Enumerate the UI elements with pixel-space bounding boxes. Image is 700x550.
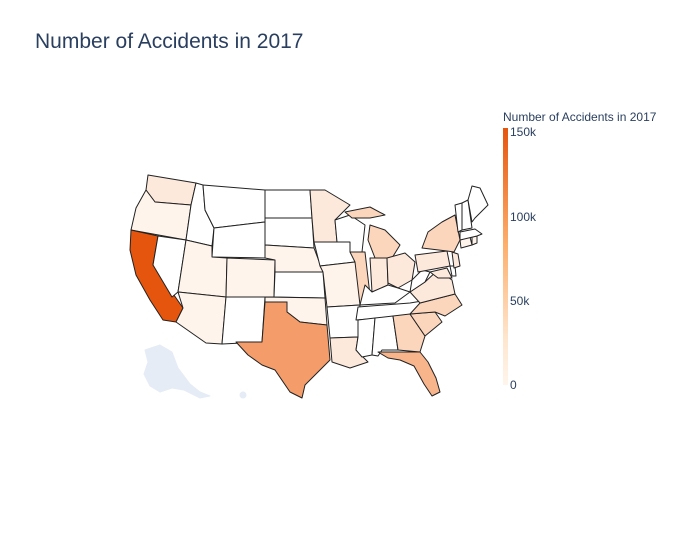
state-nh[interactable] [461,199,473,231]
state-me[interactable] [467,185,489,223]
state-az[interactable] [175,291,227,345]
state-mi-upper[interactable] [344,206,386,219]
state-nv[interactable] [152,235,187,298]
state-mi[interactable] [367,224,401,259]
state-wy[interactable] [211,221,266,259]
colorbar-tick-100k: 100k [510,210,537,224]
state-ks[interactable] [273,271,326,299]
state-nm[interactable] [221,296,266,345]
state-ny[interactable] [421,214,461,253]
state-oh[interactable] [386,252,416,289]
state-hi[interactable] [239,391,247,399]
colorbar-title: Number of Accidents in 2017 [503,110,657,124]
state-mt[interactable] [202,184,266,229]
state-ak[interactable] [143,344,211,399]
state-nd[interactable] [264,189,313,219]
state-co[interactable] [225,257,276,298]
colorbar-gradient [503,128,508,385]
state-md[interactable] [429,267,453,279]
state-ar[interactable] [326,304,361,339]
state-tx[interactable] [235,301,331,399]
state-ga[interactable] [392,313,426,353]
state-ky[interactable] [359,284,411,306]
state-nj[interactable] [451,251,461,269]
state-sd[interactable] [264,217,315,249]
state-ma[interactable] [459,228,483,241]
colorbar-tick-50k: 50k [510,294,530,308]
colorbar-tick-150k: 150k [510,125,537,139]
colorbar-tick-0: 0 [510,378,517,392]
map-title: Number of Accidents in 2017 [35,30,304,53]
state-fl[interactable] [377,351,441,397]
